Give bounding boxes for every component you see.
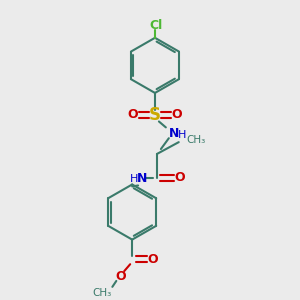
Text: H: H (130, 174, 138, 184)
Text: Cl: Cl (149, 20, 163, 32)
Text: CH₃: CH₃ (93, 288, 112, 298)
Text: N: N (169, 127, 179, 140)
Text: CH₃: CH₃ (187, 135, 206, 145)
Text: O: O (148, 253, 158, 266)
Text: O: O (128, 108, 139, 121)
Text: H: H (178, 130, 186, 140)
Text: O: O (115, 269, 126, 283)
Text: N: N (137, 172, 147, 185)
Text: S: S (149, 106, 161, 124)
Text: O: O (174, 171, 185, 184)
Text: O: O (171, 108, 182, 121)
